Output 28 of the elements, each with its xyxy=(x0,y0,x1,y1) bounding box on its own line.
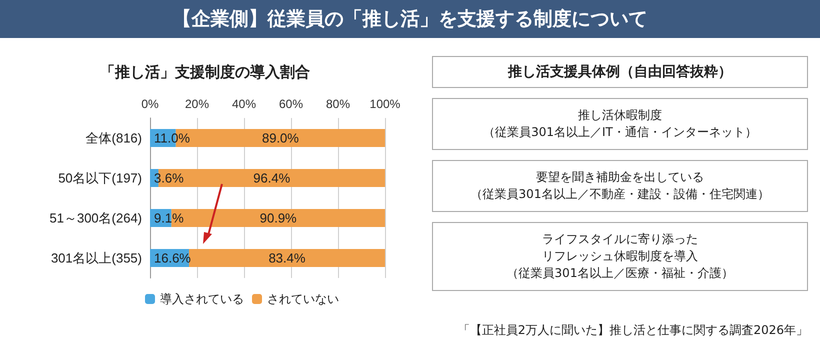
y-tick-label: 全体(816) xyxy=(86,130,142,146)
text: （従業員301名以上／IT・通信・インターネット） xyxy=(482,124,758,141)
y-tick-label: 50名以下(197) xyxy=(58,170,142,186)
bar xyxy=(189,249,385,267)
legend-label: されていない xyxy=(267,292,339,306)
data-label: 96.4% xyxy=(253,170,291,186)
text: 要望を聞き補助金を出している xyxy=(535,169,705,186)
text: ライフスタイルに寄り添った xyxy=(541,231,699,248)
chart-title: 【企業側】従業員の「推し活」を支援する制度について xyxy=(0,0,820,38)
legend-label: 導入されている xyxy=(160,292,244,306)
data-label: 83.4% xyxy=(268,250,306,266)
text: 「【正社員2万人に聞いた】推し活と仕事に関する調査2026年」 xyxy=(458,322,808,339)
x-tick-label: 0% xyxy=(141,97,159,111)
text: 推し活支援具体例（自由回答抜粋） xyxy=(432,56,808,88)
text: （従業員301名以上／医療・福祉・介護） xyxy=(506,265,734,282)
y-tick-label: 51～300名(264) xyxy=(50,210,142,226)
data-label: 89.0% xyxy=(262,130,300,146)
text: リフレッシュ休暇制度を導入 xyxy=(541,248,699,265)
x-tick-label: 60% xyxy=(278,97,304,111)
text: 推し活休暇制度 xyxy=(577,107,663,124)
chart-subtitle: 「推し活」支援制度の導入割合 xyxy=(100,63,310,81)
x-tick-label: 40% xyxy=(232,97,256,111)
text: （従業員301名以上／不動産・建設・設備・住宅関連） xyxy=(470,186,770,203)
y-tick-label: 301名以上(355) xyxy=(50,250,142,266)
x-tick-label: 80% xyxy=(326,97,350,111)
x-tick-label: 100% xyxy=(370,97,401,111)
data-label: 90.9% xyxy=(260,210,298,226)
x-tick-label: 20% xyxy=(184,97,210,111)
